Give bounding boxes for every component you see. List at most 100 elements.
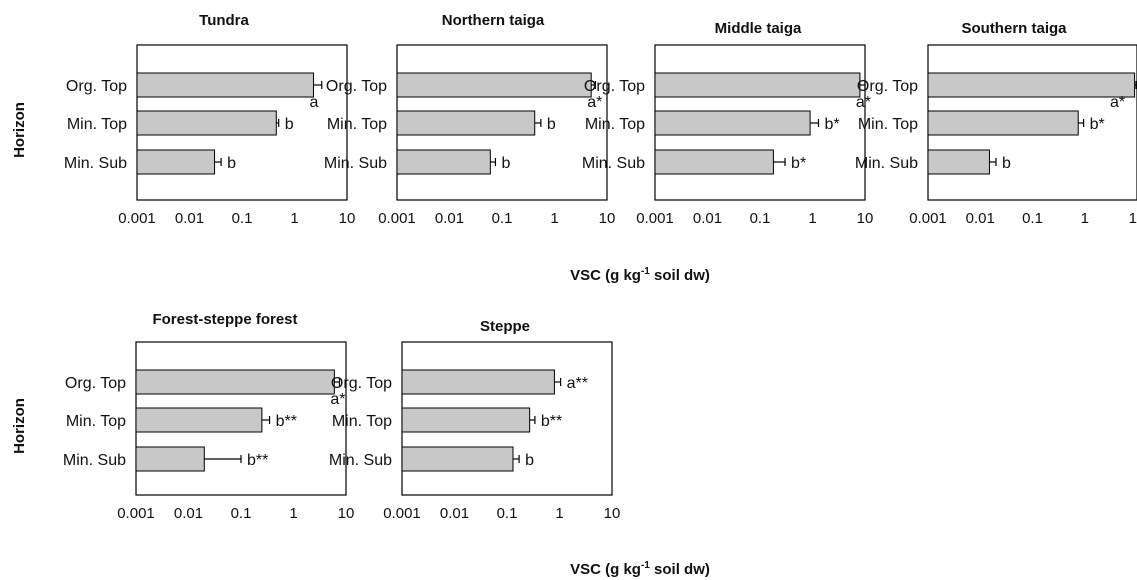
bar [401, 407, 531, 433]
x-tick-label: 1 [290, 210, 298, 227]
bar [654, 149, 774, 175]
x-tick-label: 0.01 [440, 505, 469, 522]
x-tick-label: 1 [289, 505, 297, 522]
significance-label: a* [587, 94, 602, 111]
category-label: Min. Top [67, 116, 127, 133]
bar [136, 72, 314, 98]
category-label: Min. Top [585, 116, 645, 133]
category-label: Org. Top [326, 78, 387, 95]
x-tick-label: 10 [1129, 210, 1137, 227]
bar [927, 149, 990, 175]
significance-label: a* [330, 391, 345, 408]
significance-label: b* [791, 155, 806, 172]
x-tick-label: 0.01 [435, 210, 464, 227]
x-tick-label: 0.01 [693, 210, 722, 227]
bar [135, 369, 335, 395]
category-label: Min. Sub [329, 452, 392, 469]
bar [401, 446, 514, 472]
x-tick-label: 10 [339, 210, 356, 227]
panel-title: Forest-steppe forest [152, 311, 297, 328]
significance-label: a** [567, 375, 588, 392]
panel-title: Northern taiga [442, 12, 545, 29]
bar [136, 110, 277, 136]
x-tick-label: 0.01 [175, 210, 204, 227]
x-tick-label: 0.01 [966, 210, 995, 227]
chart-panel-1: Tundra 0.001 0.01 0.1 1 10 Org. Top a Min. Top b M… [64, 12, 355, 227]
category-label: Min. Top [332, 413, 392, 430]
category-label: Min. Sub [855, 155, 918, 172]
bar [927, 110, 1079, 136]
significance-label: b* [824, 116, 839, 133]
significance-label: a [309, 94, 318, 111]
category-label: Org. Top [66, 78, 127, 95]
bar [396, 149, 491, 175]
bar [396, 72, 592, 98]
significance-label: b [547, 116, 556, 133]
x-tick-label: 10 [604, 505, 621, 522]
bar [401, 369, 555, 395]
significance-label: b [501, 155, 510, 172]
significance-label: b** [276, 413, 297, 430]
category-label: Min. Sub [64, 155, 127, 172]
bar [927, 72, 1136, 98]
category-label: Org. Top [65, 375, 126, 392]
x-tick-label: 1 [1081, 210, 1089, 227]
significance-label: b [227, 155, 236, 172]
significance-label: b** [541, 413, 562, 430]
panel-title: Southern taiga [961, 20, 1067, 37]
x-tick-label: 0.1 [231, 505, 252, 522]
x-tick-label: 1 [808, 210, 816, 227]
bar [136, 149, 216, 175]
significance-label: b** [247, 452, 268, 469]
x-tick-label: 0.01 [174, 505, 203, 522]
panel-title: Middle taiga [715, 20, 802, 37]
category-label: Min. Top [858, 116, 918, 133]
x-tick-label: 0.001 [378, 210, 416, 227]
y-axis-title-top: Horizon [11, 102, 28, 158]
x-axis-title-top: VSC (g kg-1 soil dw) [570, 266, 710, 284]
category-label: Org. Top [331, 375, 392, 392]
x-tick-label: 0.001 [117, 505, 155, 522]
bar [396, 110, 536, 136]
category-label: Min. Sub [63, 452, 126, 469]
x-tick-label: 10 [857, 210, 874, 227]
category-label: Min. Sub [324, 155, 387, 172]
category-label: Min. Top [327, 116, 387, 133]
bar [135, 407, 263, 433]
category-label: Min. Sub [582, 155, 645, 172]
x-tick-label: 0.001 [636, 210, 674, 227]
x-tick-label: 1 [555, 505, 563, 522]
chart-panel-6: Steppe 0.001 0.01 0.1 1 10 Org. Top a** Min. Top… [329, 318, 620, 522]
x-tick-label: 0.1 [492, 210, 513, 227]
significance-label: a* [856, 94, 871, 111]
x-tick-label: 0.1 [750, 210, 771, 227]
x-axis-title-bottom: VSC (g kg-1 soil dw) [570, 560, 710, 578]
significance-label: b* [1090, 116, 1105, 133]
panel-title: Tundra [199, 12, 249, 29]
chart-panels: Tundra 0.001 0.01 0.1 1 10 Org. Top a Min. Top b M… [63, 12, 1137, 522]
x-tick-label: 0.1 [232, 210, 253, 227]
bar [654, 72, 861, 98]
x-tick-label: 0.001 [909, 210, 947, 227]
category-label: Min. Top [66, 413, 126, 430]
significance-label: b [1002, 155, 1011, 172]
category-label: Org. Top [857, 78, 918, 95]
significance-label: a* [1110, 94, 1125, 111]
panel-title: Steppe [480, 318, 530, 335]
chart-panel-5: Forest-steppe forest 0.001 0.01 0.1 1 10 Org. … [63, 311, 354, 522]
x-tick-label: 10 [599, 210, 616, 227]
category-label: Org. Top [584, 78, 645, 95]
bar [135, 446, 205, 472]
significance-label: b [285, 116, 294, 133]
x-tick-label: 0.001 [383, 505, 421, 522]
significance-label: b [525, 452, 534, 469]
x-tick-label: 0.1 [497, 505, 518, 522]
y-axis-title-bottom: Horizon [11, 398, 28, 454]
x-tick-label: 10 [338, 505, 355, 522]
x-tick-label: 1 [550, 210, 558, 227]
chart-panel-2: Northern taiga 0.001 0.01 0.1 1 10 Org. Top a* M… [324, 12, 615, 227]
x-tick-label: 0.001 [118, 210, 156, 227]
